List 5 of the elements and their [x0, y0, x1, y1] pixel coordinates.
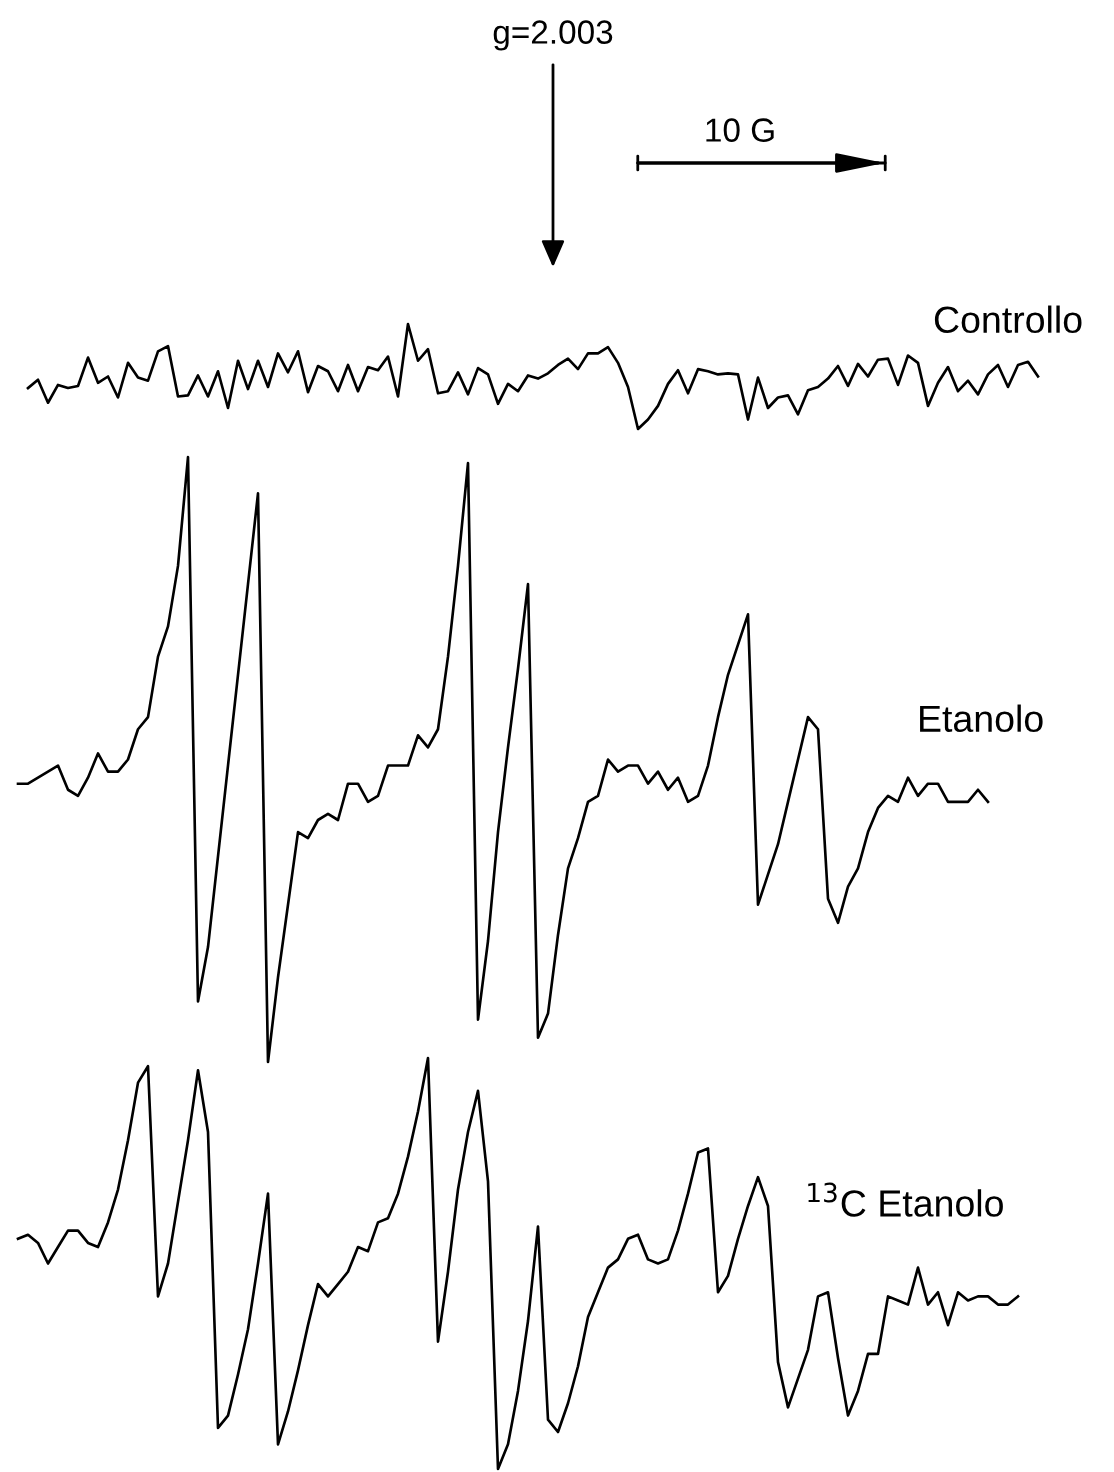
series-label: Etanolo — [920, 704, 1043, 733]
series-label: $^{13}$C Etanolo — [808, 1182, 1003, 1217]
series-label: Controllo — [934, 305, 1082, 334]
text: g=2.003 — [493, 20, 613, 51]
text: 10 G — [706, 118, 774, 142]
